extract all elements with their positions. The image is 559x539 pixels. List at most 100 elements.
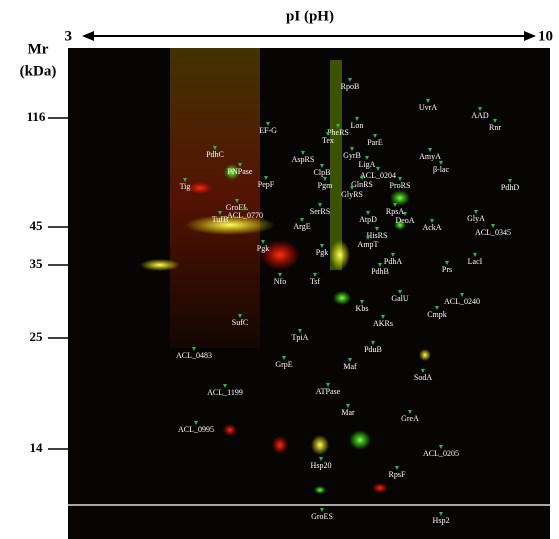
spot-label: EF-G [259, 126, 277, 135]
spot-label: Nfo [274, 277, 286, 286]
spot-label: TpiA [292, 333, 309, 342]
mr-tick-label: 25 [30, 329, 44, 344]
spot-label: Pgm [318, 181, 333, 190]
spot-label: LigA [359, 160, 376, 169]
spot-label: DeoA [395, 216, 414, 225]
spot-marker [393, 203, 397, 207]
spot-marker [366, 211, 370, 215]
spot-label: HisRS [367, 231, 388, 240]
spot-label: GalU [391, 294, 409, 303]
spot-label: ParE [367, 138, 383, 147]
spot-marker [365, 156, 369, 160]
spot-marker [398, 177, 402, 181]
spot-label: PepF [258, 180, 275, 189]
spot-marker [371, 341, 375, 345]
spot-label: Tex [322, 136, 334, 145]
spot-marker [360, 300, 364, 304]
spot-label: GreA [401, 414, 419, 423]
spot-label: Hsp2 [433, 516, 450, 525]
spot-marker [478, 107, 482, 111]
spot-label: β-lac [433, 165, 450, 174]
spot-marker [408, 410, 412, 414]
spot-label: ACL_0204 [360, 171, 396, 180]
mr-tick-label: 35 [30, 256, 44, 271]
spot-label: Pgk [257, 244, 269, 253]
spot-marker [439, 512, 443, 516]
spot-marker [264, 176, 268, 180]
pi-start: 3 [65, 28, 73, 44]
spot-label: AspRS [292, 155, 315, 164]
spot-marker [218, 211, 222, 215]
spot-marker [235, 199, 239, 203]
spot-label: PNPase [228, 167, 253, 176]
pi-end: 10 [538, 28, 553, 44]
spot-marker [350, 147, 354, 151]
spot-label: PdhD [501, 183, 519, 192]
spot-label: Mar [341, 408, 355, 417]
spot-marker [460, 293, 464, 297]
spot-marker [238, 163, 242, 167]
spot-marker [426, 99, 430, 103]
spot-marker [243, 207, 247, 211]
spot-label: RpsA [386, 207, 404, 216]
spot-marker [473, 253, 477, 257]
spot-marker [346, 404, 350, 408]
spot-marker [318, 203, 322, 207]
spot-label: PduB [364, 345, 382, 354]
spot-marker [282, 356, 286, 360]
spot-label: AmpT [358, 240, 379, 249]
spot-marker [320, 508, 324, 512]
spot-label: SodA [414, 373, 432, 382]
spot-label: GlyRS [341, 190, 363, 199]
spot-label: GroEL [226, 203, 248, 212]
spot-marker [298, 329, 302, 333]
spot-label: GlyA [467, 214, 485, 223]
mr-tick-label: 116 [27, 109, 46, 124]
spot-marker [194, 421, 198, 425]
spot-label: ACL_0240 [444, 297, 480, 306]
spot-marker [430, 219, 434, 223]
spot-label: ACL_0483 [176, 351, 212, 360]
spot-marker [300, 218, 304, 222]
spot-label: AKRs [373, 319, 393, 328]
spot-marker [261, 240, 265, 244]
spot-marker [336, 124, 340, 128]
spot-marker [301, 151, 305, 155]
spot-marker [348, 78, 352, 82]
mr-unit: (kDa) [20, 63, 57, 79]
spot-label: ACL_0205 [423, 449, 459, 458]
spot-label: AckA [422, 223, 441, 232]
spot-label: PdhB [371, 267, 389, 276]
spot-marker [266, 122, 270, 126]
spot-label: ATPase [316, 387, 341, 396]
spot-marker [373, 134, 377, 138]
spot-label: UvrA [419, 103, 437, 112]
spot-label: PdhA [384, 257, 402, 266]
spot-marker [508, 179, 512, 183]
spot-marker [428, 148, 432, 152]
spot-label: Kbs [356, 304, 369, 313]
spot-marker [378, 263, 382, 267]
spot-marker [381, 315, 385, 319]
spot-marker [192, 347, 196, 351]
spot-label: AtpD [359, 215, 377, 224]
spot-label: ArgE [293, 222, 310, 231]
spot-marker [323, 177, 327, 181]
spot-label: GrpE [275, 360, 292, 369]
spot-marker [326, 132, 330, 136]
spot-label: LacI [468, 257, 483, 266]
spot-label: GyrB [343, 151, 361, 160]
gel [68, 48, 550, 539]
spot-marker [319, 457, 323, 461]
gel-spots [140, 164, 431, 494]
spot-marker [395, 466, 399, 470]
spot-marker [398, 290, 402, 294]
gel-streak [170, 48, 260, 348]
spot-label: ACL_0345 [475, 228, 511, 237]
spot-marker [403, 212, 407, 216]
spot-marker [376, 167, 380, 171]
spot-label: ProRS [390, 181, 411, 190]
spot-marker [391, 253, 395, 257]
spot-label: ACL_1199 [207, 388, 243, 397]
